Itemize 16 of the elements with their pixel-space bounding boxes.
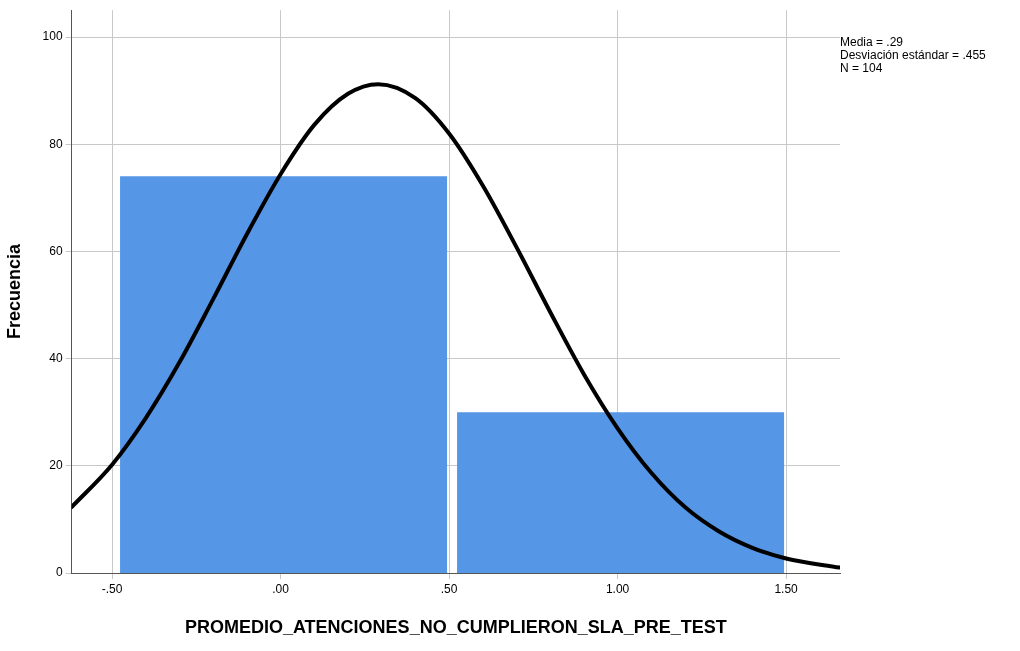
y-tick-label: 20	[49, 458, 63, 473]
x-tick-label: 1.00	[605, 581, 630, 596]
x-tick-label: .00	[272, 581, 290, 596]
y-tick-label: 60	[49, 243, 63, 258]
annotation: Desviación estándar = .455	[840, 48, 986, 62]
y-tick-label: 40	[49, 350, 63, 365]
x-axis-title: PROMEDIO_ATENCIONES_NO_CUMPLIERON_SLA_PRE_TEST	[184, 617, 727, 638]
y-tick-label: 80	[49, 136, 63, 151]
y-tick-label: 0	[55, 565, 63, 580]
annotation: N = 104	[840, 61, 884, 75]
x-tick-label: 1.50	[774, 581, 799, 596]
y-axis-title: Frecuencia	[3, 243, 24, 340]
y-tick-label: 100	[42, 29, 63, 44]
annotation: Media = .29	[840, 35, 905, 49]
x-tick-label: .50	[440, 581, 458, 596]
x-tick-label: -.50	[101, 581, 123, 596]
